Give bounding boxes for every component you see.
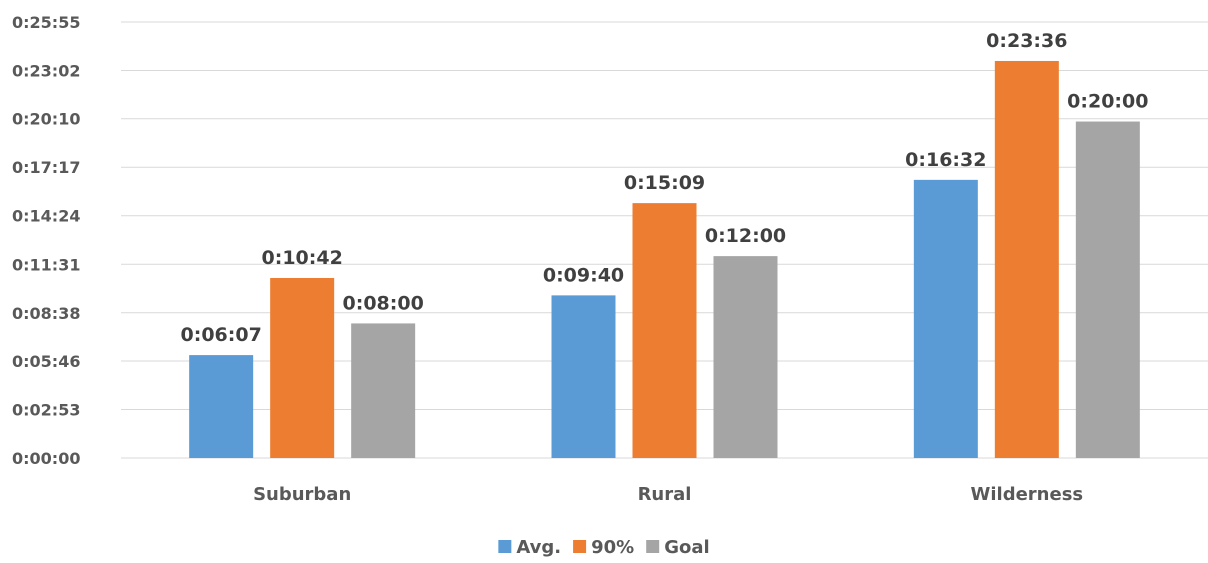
y-tick-label: 0:17:17 [12,158,80,177]
legend-swatch [573,540,587,553]
legend-item-goal: Goal [646,537,710,558]
bar-suburban-90 [270,277,335,458]
bars [189,60,1140,458]
x-tick-label: Rural [638,484,692,505]
bar-wilderness-90 [994,60,1059,458]
legend-item-90: 90% [573,537,634,558]
data-label: 0:12:00 [705,225,786,247]
y-tick-label: 0:25:55 [12,13,80,32]
y-axis-ticks: 0:00:00 0:02:53 0:05:46 0:08:38 0:11:31 0:14:… [12,13,80,468]
bar-wilderness-goal [1075,121,1140,458]
data-label: 0:09:40 [543,264,624,286]
legend-item-avg: Avg. [498,537,561,558]
data-label: 0:15:09 [624,172,705,194]
data-label: 0:23:36 [986,30,1067,52]
bar-suburban-avg [189,355,254,458]
y-tick-label: 0:11:31 [12,255,80,274]
y-tick-label: 0:00:00 [12,449,80,468]
legend-label: Avg. [516,537,561,558]
bar-rural-goal [713,256,778,458]
legend-swatch [498,540,512,553]
category-labels: Suburban Rural Wilderness [253,484,1083,505]
y-tick-label: 0:05:46 [12,352,80,371]
data-label: 0:06:07 [181,324,262,346]
legend-swatch [646,540,660,553]
y-tick-label: 0:20:10 [12,110,80,129]
data-label: 0:16:32 [905,149,986,171]
data-labels: 0:06:07 0:10:42 0:08:00 0:09:40 0:15:09 0:12:… [181,30,1149,346]
data-label: 0:08:00 [343,292,424,314]
bar-rural-avg [551,295,616,458]
legend-label: Goal [664,537,709,558]
y-tick-label: 0:08:38 [12,304,80,323]
bar-suburban-goal [351,323,416,458]
legend-label: 90% [591,537,634,558]
x-tick-label: Wilderness [971,484,1084,505]
bar-wilderness-avg [913,179,978,458]
data-label: 0:10:42 [262,247,343,269]
y-tick-label: 0:02:53 [12,400,80,419]
data-label: 0:20:00 [1067,91,1148,113]
x-tick-label: Suburban [253,484,351,505]
y-tick-label: 0:23:02 [12,62,80,81]
y-tick-label: 0:14:24 [12,207,80,226]
bar-rural-90 [632,203,697,458]
legend: Avg. 90% Goal [498,537,710,558]
